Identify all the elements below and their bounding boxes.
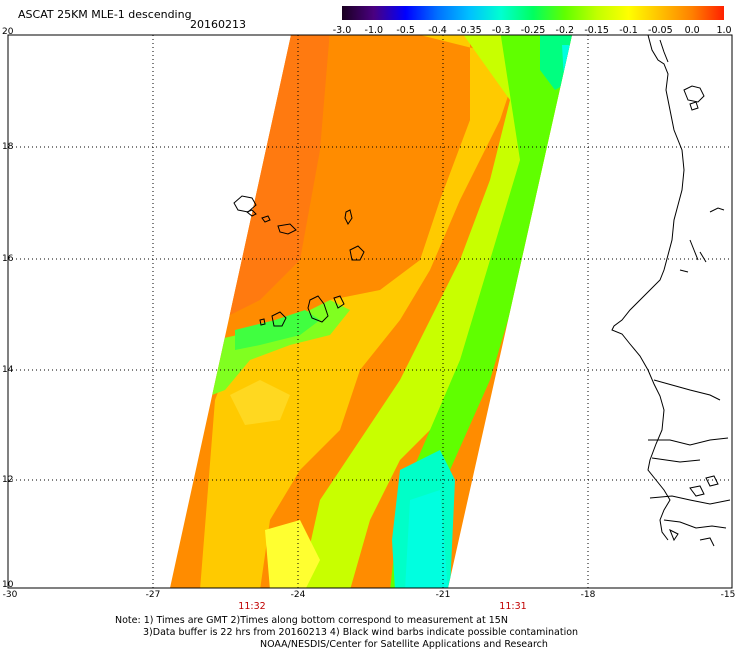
credit-line: NOAA/NESDIS/Center for Satellite Applica… (260, 639, 548, 650)
time-label: 11:32 (238, 601, 266, 612)
y-tick-label: 12 (2, 475, 14, 485)
colorbar-tick-label: -0.2 (555, 25, 575, 36)
y-tick-label: 14 (2, 365, 14, 375)
y-tick-label: 10 (2, 580, 14, 590)
colorbar-tick-label: -0.4 (428, 25, 447, 36)
colorbar-tick-label: -0.05 (648, 25, 673, 36)
time-label: 11:31 (499, 601, 527, 612)
colorbar-tick-label: -0.35 (457, 25, 482, 36)
colorbar-labels: -3.0 -1.0 -0.5 -0.4 -0.35 -0.3 -0.25 -0.2 -0.15-… (330, 25, 732, 39)
x-tick-label: -21 (435, 590, 451, 600)
island-outlines (233, 195, 365, 327)
note-line: 3)Data buffer is 22 hrs from 20160213 4)… (143, 627, 579, 638)
x-tick-label: -27 (145, 590, 161, 600)
plot-frame (7, 34, 733, 589)
colorbar-tick-label: 0.0 (684, 25, 700, 36)
map-plot (7, 34, 733, 589)
colorbar-tick-label: -0.1 (619, 25, 638, 36)
colorbar-tick-label: -0.5 (396, 25, 415, 36)
y-tick-label: 18 (2, 142, 14, 152)
colorbar-tick-label: 1.0 (716, 25, 732, 36)
colorbar-tick-label: -0.25 (520, 25, 546, 36)
note-line: Note: 1) Times are GMT 2)Times along bot… (115, 615, 508, 626)
colorbar-tick-label: -0.15 (584, 25, 609, 36)
x-tick-label: -24 (290, 590, 306, 600)
map-date: 20160213 (190, 18, 246, 31)
colorbar-tick-label: -1.0 (364, 25, 384, 36)
coastline (611, 34, 731, 547)
map-title: ASCAT 25KM MLE-1 descending (18, 8, 192, 21)
swath-data (170, 35, 572, 588)
x-tick-label: -18 (580, 590, 596, 600)
y-tick-label: 16 (2, 254, 14, 264)
colorbar-tick-label: -0.3 (491, 25, 511, 36)
colorbar-tick-label: -3.0 (332, 25, 352, 36)
colorbar-gradient (342, 6, 724, 20)
colorbar (342, 6, 724, 20)
y-tick-label: 20 (2, 27, 14, 37)
x-tick-label: -15 (720, 590, 736, 600)
x-tick-label: -30 (2, 590, 18, 600)
